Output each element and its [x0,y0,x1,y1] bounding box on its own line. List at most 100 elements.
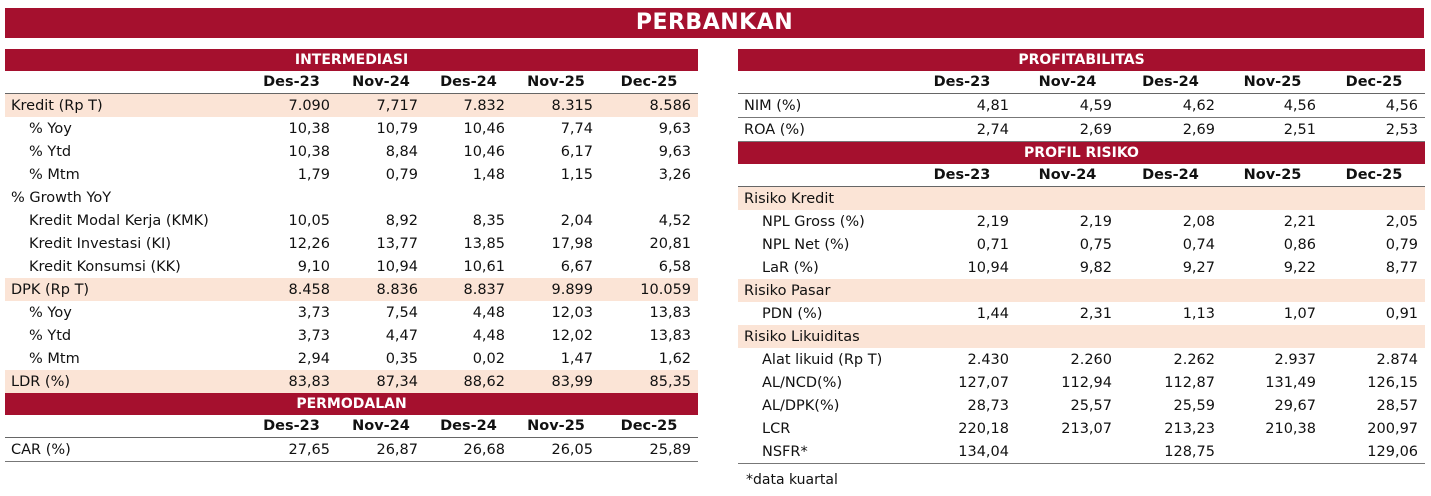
cell-value: 25,57 [1070,397,1112,414]
permodalan-header-row: Des-23 Nov-24 Des-24 Nov-25 Dec-25 [5,415,699,438]
cell-value [600,186,698,209]
cell-value: 28,73 [967,397,1009,414]
cell-value: 2.874 [1376,351,1419,368]
cell-value: 9,27 [1182,259,1215,276]
cell-value: 87,34 [337,370,425,393]
table-row: AL/NCD(%) 127,07 112,94 112,87 131,49 126,15 [738,371,1425,394]
cell-value: 12,02 [551,327,593,344]
intermediasi-header-row: Des-23 Nov-24 Des-24 Nov-25 Dec-25 [5,71,699,94]
table-row: AL/DPK(%) 28,73 25,57 25,59 29,67 28,57 [738,394,1425,417]
cell-value: 1,07 [1283,305,1316,322]
cell-value: 4,48 [472,304,505,321]
row-label: % Yoy [29,304,72,321]
table-row: NIM (%) 4,81 4,59 4,62 4,56 4,56 [738,93,1426,118]
cell-value: 25,89 [600,437,699,462]
page-title: PERBANKAN [5,8,1424,38]
cell-value [1222,440,1323,464]
cell-value: 3,26 [658,166,692,183]
table-row: ROA (%) 2,74 2,69 2,69 2,51 2,53 [738,117,1426,142]
cell-value: 10,38 [288,143,330,160]
table-row: DPK (Rp T) 8.458 8.836 8.837 9.899 10.059 [5,278,699,301]
table-row: Risiko Pasar [738,279,1426,302]
row-label: % Growth YoY [11,189,112,206]
cell-value: 0,35 [385,350,418,367]
cell-value: 4,62 [1119,93,1222,118]
row-label: ROA (%) [738,117,908,142]
cell-value: 2,53 [1323,117,1426,142]
footnote: *data kuartal [746,472,838,488]
cell-value: 112,94 [1061,374,1112,391]
profitabilitas-risiko-table: PROFITABILITAS Des-23 Nov-24 Des-24 Nov-25 De… [738,49,1426,464]
table-row: Risiko Kredit [738,186,1426,210]
cell-value: 2,19 [1079,213,1112,230]
row-label: NIM (%) [738,93,908,118]
cell-value: 7.090 [246,93,337,117]
cell-value: 9,10 [297,258,330,275]
cell-value [1016,440,1119,464]
cell-value [908,325,1016,348]
cell-value: 9.899 [512,278,600,301]
cell-value: 1,44 [976,305,1009,322]
cell-value: 1,48 [472,166,505,183]
cell-value: 4,59 [1016,93,1119,118]
cell-value: 131,49 [1265,374,1316,391]
cell-value [1323,186,1426,210]
cell-value: 4,47 [385,327,418,344]
profitabilitas-heading: PROFITABILITAS [738,49,1426,71]
row-label: NPL Net (%) [762,236,850,253]
row-label: LaR (%) [762,259,819,276]
row-label: % Ytd [29,327,72,344]
cell-value: 0,86 [1283,236,1316,253]
cell-value: 8.836 [337,278,425,301]
cell-value: 9,63 [658,120,692,137]
cell-value: 2.430 [967,351,1009,368]
cell-value [908,186,1016,210]
table-row: % Mtm 2,94 0,35 0,02 1,47 1,62 [5,347,698,370]
cell-value [1222,279,1323,302]
column-header: Nov-25 [512,415,600,438]
cell-value: 27,65 [246,437,337,462]
row-label: LCR [762,420,791,437]
cell-value: 134,04 [908,440,1016,464]
cell-value: 8.315 [512,93,600,117]
cell-value [1323,325,1426,348]
cell-value: 7,74 [560,120,593,137]
cell-value: 10,94 [967,259,1009,276]
cell-value: 127,07 [958,374,1009,391]
cell-value: 9,22 [1283,259,1316,276]
cell-value: 10,94 [376,258,418,275]
cell-value: 2,08 [1182,213,1215,230]
cell-value: 12,26 [288,235,330,252]
cell-value: 8,92 [385,212,418,229]
cell-value: 26,87 [337,437,425,462]
row-label: Risiko Pasar [738,279,908,302]
intermediasi-section: INTERMEDIASI [5,49,699,71]
cell-value: 4,48 [472,327,505,344]
cell-value: 13,77 [376,235,418,252]
profitabilitas-section: PROFITABILITAS [738,49,1426,71]
cell-value: 7,717 [337,93,425,117]
cell-value: 0,74 [1182,236,1215,253]
table-row: CAR (%) 27,65 26,87 26,68 26,05 25,89 [5,437,699,462]
table-row: % Ytd 10,38 8,84 10,46 6,17 9,63 [5,140,698,163]
row-label: % Yoy [29,120,72,137]
table-row: LDR (%) 83,83 87,34 88,62 83,99 85,35 [5,370,699,393]
cell-value: 7.832 [425,93,512,117]
cell-value [1016,186,1119,210]
cell-value: 85,35 [600,370,699,393]
column-header: Nov-25 [1222,71,1323,94]
cell-value: 3,73 [297,304,330,321]
cell-value: 13,85 [463,235,505,252]
cell-value: 0,71 [976,236,1009,253]
cell-value: 213,07 [1061,420,1112,437]
cell-value: 2,69 [1119,117,1222,142]
column-header: Nov-24 [337,71,425,94]
cell-value: 2.262 [1173,351,1215,368]
cell-value: 2.260 [1070,351,1112,368]
cell-value: 0,91 [1385,305,1419,322]
cell-value: 83,83 [246,370,337,393]
cell-value: 26,05 [512,437,600,462]
permodalan-section: PERMODALAN [5,393,699,415]
cell-value: 8.586 [600,93,699,117]
cell-value: 13,83 [649,304,692,321]
